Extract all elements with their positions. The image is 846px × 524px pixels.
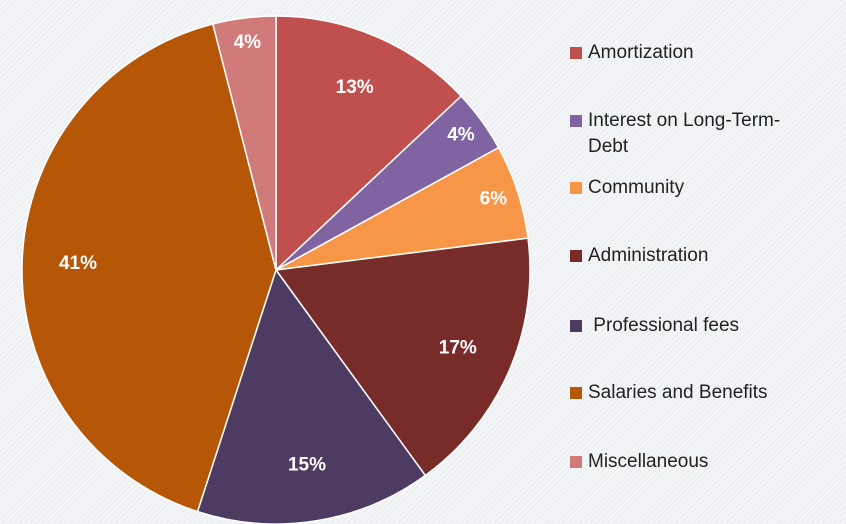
legend-item: Salaries and Benefits — [570, 380, 820, 406]
legend-swatch — [570, 182, 582, 194]
data-label: 6% — [480, 188, 508, 209]
legend-swatch — [570, 456, 582, 468]
legend-label: Community — [588, 177, 685, 198]
legend-label: Miscellaneous — [588, 451, 709, 472]
legend-swatch — [570, 47, 582, 59]
legend-swatch — [570, 250, 582, 262]
legend-label: Salaries and Benefits — [588, 382, 768, 403]
legend-swatch — [570, 115, 582, 127]
data-label: 41% — [59, 253, 97, 274]
pie-slice — [275, 15, 463, 272]
legend-item: Interest on Long-Term-Debt — [570, 108, 820, 160]
legend-item: Administration — [570, 243, 820, 269]
pie-slice — [274, 237, 531, 477]
legend-label: Interest on Long-Term-Debt — [588, 110, 781, 157]
pie-slice — [21, 23, 277, 513]
legend-label: Administration — [588, 245, 709, 266]
legend-item: Amortization — [570, 40, 820, 66]
legend-item: Community — [570, 175, 820, 201]
legend-swatch — [570, 320, 582, 332]
data-label: 4% — [447, 125, 475, 146]
data-label: 15% — [288, 455, 326, 476]
legend-label: Amortization — [588, 42, 694, 63]
pie-slice — [196, 268, 427, 524]
data-label: 17% — [439, 338, 477, 359]
data-label: 4% — [234, 32, 262, 53]
legend-item: Miscellaneous — [570, 449, 820, 475]
legend-label: Professional fees — [588, 315, 740, 336]
legend-swatch — [570, 387, 582, 399]
pie-slice — [211, 15, 277, 271]
legend-item: Professional fees — [570, 313, 820, 339]
data-label: 13% — [336, 77, 374, 98]
